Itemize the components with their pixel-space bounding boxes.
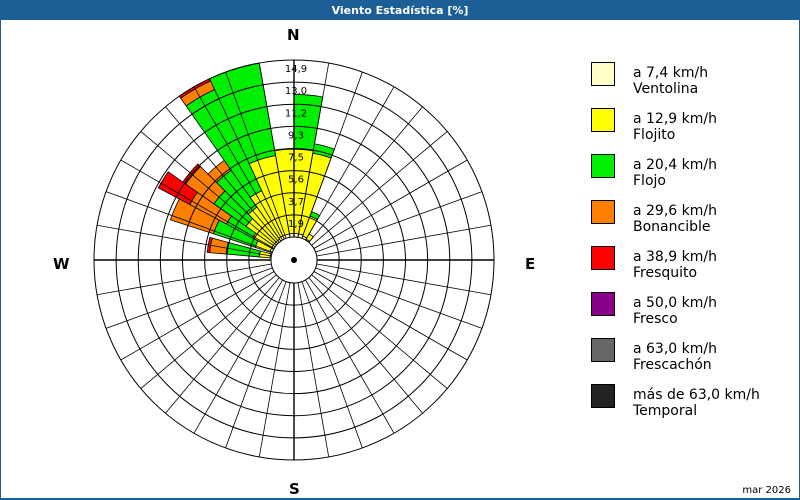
grid-spoke [311,274,448,389]
grid-spoke [165,277,280,414]
grid-spoke [315,267,483,329]
grid-spoke [315,191,483,253]
legend-swatch [591,200,615,224]
legend-range: a 63,0 km/h [633,341,717,357]
compass-west-label: W [53,255,70,273]
grid-spoke [140,274,277,389]
wind-bar-segment [157,171,198,206]
compass-north-label: N [287,26,300,44]
grid-spoke [301,71,363,239]
grid-spoke [308,277,423,414]
grid-spoke [311,131,448,246]
legend-swatch [591,246,615,270]
legend-swatch [591,108,615,132]
grid-spoke [165,106,280,243]
legend-range: a 12,9 km/h [633,111,717,127]
legend-name: Ventolina [633,81,699,97]
legend-name: Fresquito [633,265,698,281]
grid-spoke [140,131,277,246]
compass-south-label: S [289,480,300,498]
grid-spoke [258,282,291,458]
window-title: Viento Estadística [%] [0,0,800,20]
grid-spoke [225,281,287,449]
legend-range: a 7,4 km/h [633,65,709,81]
legend-name: Flojo [633,173,666,189]
grid-spoke [313,271,468,361]
grid-spoke [120,159,275,249]
grid-spoke [305,279,395,434]
grid-spoke [258,62,291,238]
wind-rose-chart: 1,9 3,7 5,6 7,5 9,3 11,2 13,0 14,9 [93,59,495,461]
legend-range: más de 63,0 km/h [633,387,760,403]
ring-label: 9,3 [288,130,304,141]
ring-label: 5,6 [288,175,304,186]
grid-spoke [96,224,272,257]
ring-label: 14,9 [285,64,307,75]
ring-label: 7,5 [288,153,304,164]
grid-spoke [193,86,283,241]
grid-spoke [313,159,468,249]
grid-spoke [225,71,287,239]
grid-spoke [308,106,423,243]
ring-label: 11,2 [285,108,307,119]
wind-bar-segment [209,237,229,255]
ring-label: 13,0 [285,86,307,97]
legend-name: Flojito [633,127,676,143]
wind-bar-segment [169,198,220,235]
legend-range: a 38,9 km/h [633,249,717,265]
legend-name: Temporal [633,403,698,419]
legend-name: Bonancible [633,219,711,235]
legend-name: Fresco [633,311,678,327]
chart-panel: 1,9 3,7 5,6 7,5 9,3 11,2 13,0 14,9 N E S W a 7,… [1,20,799,498]
legend-range: a 29,6 km/h [633,203,717,219]
legend-swatch [591,292,615,316]
legend-swatch [591,154,615,178]
grid-spoke [297,282,330,458]
legend-range: a 20,4 km/h [633,157,717,173]
grid-spoke [105,191,273,253]
grid-spoke [105,267,273,329]
legend-swatch [591,338,615,362]
compass-east-label: E [525,255,536,273]
grid-spoke [316,224,492,257]
grid-spoke [301,281,363,449]
center-dot [291,257,297,263]
grid-spoke [316,263,492,296]
legend-name: Frescachón [633,357,712,373]
ring-label: 3,7 [288,197,304,208]
grid-spoke [297,62,330,238]
legend-swatch [591,384,615,408]
legend-range: a 50,0 km/h [633,295,717,311]
ring-label: 1,9 [288,219,304,230]
legend-swatch [591,62,615,86]
grid-spoke [305,86,395,241]
grid-spoke [193,279,283,434]
grid-spoke [120,271,275,361]
grid-spoke [96,263,272,296]
period-label: mar 2026 [742,485,791,496]
